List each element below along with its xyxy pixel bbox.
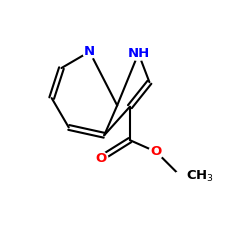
Text: O: O xyxy=(95,152,106,165)
Ellipse shape xyxy=(174,170,206,184)
Text: NH: NH xyxy=(127,47,150,60)
Text: O: O xyxy=(151,146,162,158)
Text: N: N xyxy=(84,45,95,58)
Ellipse shape xyxy=(127,46,150,60)
Text: CH$_3$: CH$_3$ xyxy=(186,169,214,184)
Ellipse shape xyxy=(83,45,96,59)
Ellipse shape xyxy=(149,145,164,159)
Ellipse shape xyxy=(93,152,108,165)
